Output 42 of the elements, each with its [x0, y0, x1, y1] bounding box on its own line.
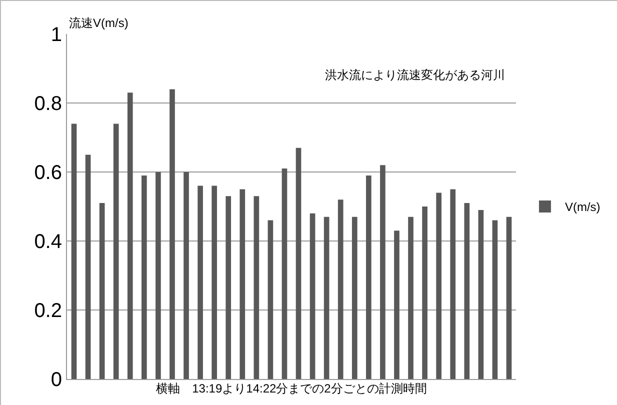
- bar: [436, 192, 442, 379]
- y-tick-label: 1: [50, 24, 62, 46]
- y-axis-title: 流速V(m/s): [69, 16, 128, 30]
- bar: [127, 92, 133, 379]
- bar: [142, 175, 147, 379]
- bar: [408, 216, 414, 379]
- bar: [380, 165, 386, 379]
- bar: [240, 189, 246, 379]
- bar: [226, 196, 232, 379]
- bar: [352, 216, 358, 379]
- bar: [296, 148, 302, 379]
- bar: [113, 124, 119, 379]
- text: 洪水流により流速変化がある河川: [325, 68, 505, 82]
- bar: [212, 186, 217, 379]
- bar: [338, 200, 344, 379]
- y-tick-label: 0.4: [34, 231, 62, 253]
- bar: [464, 203, 470, 379]
- bar: [254, 196, 260, 379]
- y-tick-label: 0.6: [34, 162, 62, 184]
- bar: [450, 189, 456, 379]
- x-axis-title: 横軸 13:19より14:22分までの2分ごとの計測時間: [156, 381, 427, 396]
- bar: [85, 154, 91, 379]
- bar: [506, 216, 512, 379]
- bar: [478, 210, 484, 379]
- bar: [170, 89, 175, 379]
- bar: [156, 172, 161, 379]
- bar: [366, 175, 372, 379]
- bar: [99, 203, 105, 379]
- bar: [198, 186, 203, 379]
- bar: [492, 220, 498, 379]
- bar: [422, 206, 428, 379]
- y-tick-label: 0.8: [34, 93, 62, 115]
- bar: [184, 172, 189, 379]
- bar: [268, 220, 274, 379]
- y-tick-label: 0.2: [34, 300, 62, 322]
- y-tick-label: 0: [50, 369, 62, 391]
- bar: [71, 124, 77, 379]
- legend-label: V(m/s): [564, 200, 600, 214]
- bar: [282, 168, 288, 379]
- bar: [310, 213, 316, 379]
- bar: [394, 230, 400, 379]
- bar: [324, 216, 330, 379]
